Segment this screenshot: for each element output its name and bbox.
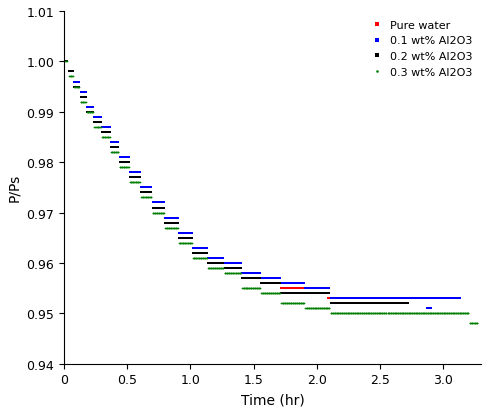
Pure water (392, 296, 398, 301)
0.2 wt% Al2O3 (331, 301, 337, 306)
Pure water (74, 80, 80, 85)
0.1 wt% Al2O3 (254, 271, 260, 276)
Pure water (217, 261, 223, 266)
0.3 wt% Al2O3 (325, 306, 331, 311)
Line: 0.1 wt% Al2O3: 0.1 wt% Al2O3 (63, 61, 461, 310)
0.1 wt% Al2O3 (411, 296, 417, 301)
0.2 wt% Al2O3 (405, 301, 411, 306)
0.1 wt% Al2O3 (258, 276, 264, 281)
Y-axis label: P/Ps: P/Ps (7, 174, 21, 202)
0.1 wt% Al2O3 (427, 306, 433, 311)
0.2 wt% Al2O3 (328, 301, 334, 306)
Pure water (162, 216, 168, 221)
0.3 wt% Al2O3 (71, 85, 77, 90)
Line: Pure water: Pure water (63, 61, 396, 299)
Legend: Pure water, 0.1 wt% Al2O3, 0.2 wt% Al2O3, 0.3 wt% Al2O3: Pure water, 0.1 wt% Al2O3, 0.2 wt% Al2O3… (367, 17, 475, 81)
0.3 wt% Al2O3 (474, 321, 480, 326)
0.3 wt% Al2O3 (467, 321, 472, 326)
0.3 wt% Al2O3 (233, 271, 239, 276)
0.2 wt% Al2O3 (254, 276, 260, 281)
0.1 wt% Al2O3 (424, 306, 429, 311)
0.3 wt% Al2O3 (428, 311, 434, 316)
0.2 wt% Al2O3 (336, 301, 342, 306)
0.2 wt% Al2O3 (109, 145, 115, 150)
Pure water (224, 261, 230, 266)
Pure water (93, 115, 99, 120)
0.3 wt% Al2O3 (319, 306, 325, 311)
0.1 wt% Al2O3 (270, 276, 276, 281)
Pure water (244, 276, 250, 281)
Line: 0.3 wt% Al2O3: 0.3 wt% Al2O3 (62, 60, 479, 325)
0.3 wt% Al2O3 (365, 311, 371, 316)
0.2 wt% Al2O3 (185, 236, 191, 241)
0.1 wt% Al2O3 (61, 60, 67, 65)
Pure water (325, 296, 331, 301)
0.1 wt% Al2O3 (353, 296, 359, 301)
0.3 wt% Al2O3 (61, 60, 67, 65)
0.2 wt% Al2O3 (61, 60, 67, 65)
Line: 0.2 wt% Al2O3: 0.2 wt% Al2O3 (63, 61, 409, 305)
0.2 wt% Al2O3 (382, 301, 387, 306)
Pure water (61, 60, 67, 65)
X-axis label: Time (hr): Time (hr) (241, 392, 305, 406)
0.1 wt% Al2O3 (226, 261, 232, 266)
